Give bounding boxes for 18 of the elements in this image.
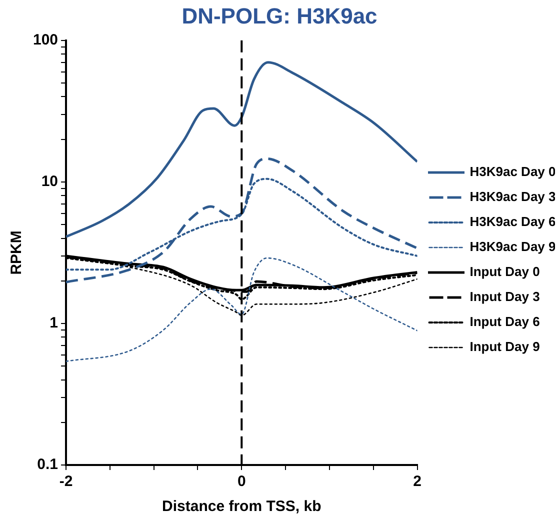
x-axis-title: Distance from TSS, kb <box>162 498 322 516</box>
y-tick-label: 10 <box>41 173 58 190</box>
x-tick-label: 0 <box>237 473 246 490</box>
y-tick-label: 0.1 <box>37 456 58 474</box>
legend-label: H3K9ac Day 6 <box>470 214 556 230</box>
x-tick-label: -2 <box>59 473 73 490</box>
legend-label: H3K9ac Day 3 <box>470 189 556 204</box>
legend-label: H3K9ac Day 0 <box>470 164 556 180</box>
y-axis-title: RPKM <box>8 230 26 275</box>
y-tick-label: 100 <box>32 32 58 49</box>
y-tick-label: 1 <box>50 314 58 332</box>
chart-title: DN-POLG: H3K9ac <box>182 3 378 28</box>
legend-label: Input Day 0 <box>470 264 540 280</box>
x-tick-label: 2 <box>413 473 422 490</box>
legend-label: Input Day 9 <box>470 339 540 354</box>
legend-label: H3K9ac Day 9 <box>470 239 556 254</box>
legend-label: Input Day 3 <box>470 289 540 304</box>
legend-label: Input Day 6 <box>470 314 540 330</box>
